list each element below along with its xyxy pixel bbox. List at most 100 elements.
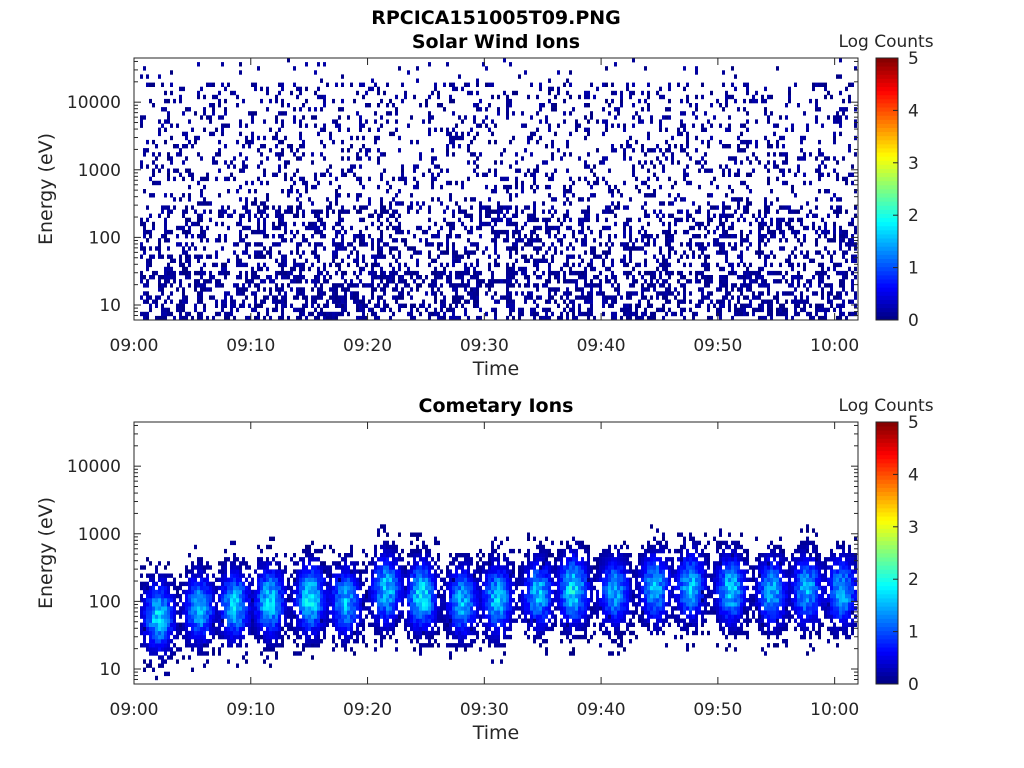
heatmap-cell [533,283,536,288]
heatmap-cell [608,184,611,190]
heatmap-cell [446,234,449,239]
heatmap-cell [818,270,821,276]
heatmap-cell [188,193,191,198]
heatmap-cell [299,193,302,198]
heatmap-cell [494,168,497,173]
heatmap-cell [449,180,452,186]
heatmap-cell [515,205,518,210]
heatmap-cell [728,270,731,276]
heatmap-cell [161,275,164,280]
heatmap-cell [401,98,404,104]
heatmap-cell [164,299,167,304]
heatmap-cell [662,152,665,157]
heatmap-cell [380,229,383,235]
heatmap-cell [851,164,854,169]
heatmap-cell [548,225,551,231]
heatmap-cell [275,144,278,149]
heatmap-cell [302,213,305,218]
heatmap-cell [263,246,266,251]
heatmap-cell [173,258,176,263]
heatmap-cell [146,279,149,284]
heatmap-cell [845,275,848,280]
heatmap-cell [842,156,845,161]
heatmap-cell [371,270,374,276]
heatmap-cell [173,315,176,321]
heatmap-cell [176,589,179,595]
heatmap-cell [461,275,464,280]
heatmap-cell [416,283,419,288]
heatmap-cell [368,283,371,288]
heatmap-cell [854,275,857,280]
heatmap-cell [266,213,269,218]
heatmap-cell [653,193,656,198]
heatmap-cell [470,127,473,132]
heatmap-cell [446,127,449,132]
heatmap-cell [182,606,185,611]
heatmap-cell [362,258,365,263]
heatmap-cell [365,242,368,247]
heatmap-cell [854,303,857,308]
heatmap-cell [347,148,350,153]
heatmap-cell [515,250,518,255]
heatmap-cell [623,229,626,235]
heatmap-cell [845,250,848,255]
heatmap-cell [362,299,365,304]
heatmap-cell [227,639,230,644]
heatmap-cell [215,303,218,308]
heatmap-cell [752,307,755,313]
heatmap-cell [197,651,200,656]
heatmap-cell [284,238,287,243]
heatmap-cell [716,307,719,313]
heatmap-cell [230,299,233,304]
heatmap-cell [170,258,173,263]
heatmap-cell [722,172,725,177]
heatmap-cell [518,307,521,313]
heatmap-cell [833,234,836,239]
heatmap-cell [332,291,335,296]
heatmap-cell [824,246,827,251]
heatmap-cell [458,315,461,321]
heatmap-cell [668,246,671,251]
heatmap-cell [191,667,194,672]
heatmap-cell [161,659,164,664]
heatmap-cell [302,307,305,313]
heatmap-cell [653,254,656,259]
heatmap-cell [818,315,821,321]
heatmap-cell [155,606,158,611]
heatmap-cell [236,103,239,108]
heatmap-cell [323,103,326,108]
heatmap-cell [602,176,605,182]
heatmap-cell [632,283,635,288]
heatmap-cell [236,602,239,607]
heatmap-cell [836,209,839,214]
heatmap-cell [341,139,344,145]
heatmap-cell [221,131,224,137]
heatmap-cell [452,250,455,255]
heatmap-cell [530,295,533,300]
heatmap-cell [545,115,548,120]
heatmap-cell [758,213,761,218]
heatmap-cell [362,135,365,141]
heatmap-cell [623,148,626,153]
heatmap-cell [197,585,200,591]
heatmap-cell [278,168,281,173]
heatmap-cell [836,176,839,182]
heatmap-cell [218,569,221,574]
heatmap-cell [266,311,269,317]
heatmap-cell [383,209,386,214]
heatmap-cell [422,172,425,177]
heatmap-cell [374,254,377,259]
heatmap-cell [338,221,341,227]
heatmap-cell [395,229,398,235]
heatmap-cell [428,94,431,100]
heatmap-cell [290,148,293,153]
heatmap-cell [563,213,566,218]
heatmap-cell [254,315,257,321]
heatmap-cell [242,299,245,304]
heatmap-cell [761,217,764,223]
heatmap-cell [239,258,242,263]
heatmap-cell [494,262,497,268]
colorbar-tick-label: 0 [908,311,919,331]
heatmap-cell [839,115,842,120]
heatmap-cell [644,295,647,300]
